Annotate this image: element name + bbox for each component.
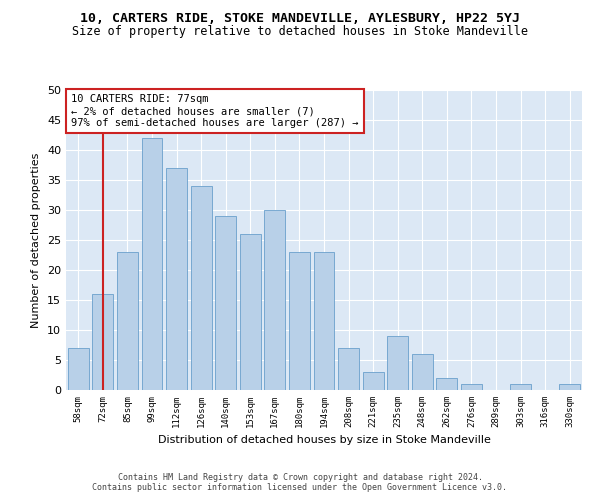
- Bar: [387, 336, 408, 390]
- Text: 10, CARTERS RIDE, STOKE MANDEVILLE, AYLESBURY, HP22 5YJ: 10, CARTERS RIDE, STOKE MANDEVILLE, AYLE…: [80, 12, 520, 26]
- Text: Contains HM Land Registry data © Crown copyright and database right 2024.: Contains HM Land Registry data © Crown c…: [118, 472, 482, 482]
- Bar: [436, 378, 457, 390]
- X-axis label: Distribution of detached houses by size in Stoke Mandeville: Distribution of detached houses by size …: [158, 436, 490, 446]
- Bar: [191, 186, 212, 390]
- Bar: [412, 354, 433, 390]
- Text: 10 CARTERS RIDE: 77sqm
← 2% of detached houses are smaller (7)
97% of semi-detac: 10 CARTERS RIDE: 77sqm ← 2% of detached …: [71, 94, 359, 128]
- Bar: [117, 252, 138, 390]
- Bar: [362, 372, 383, 390]
- Bar: [559, 384, 580, 390]
- Bar: [265, 210, 286, 390]
- Bar: [215, 216, 236, 390]
- Bar: [92, 294, 113, 390]
- Bar: [68, 348, 89, 390]
- Text: Size of property relative to detached houses in Stoke Mandeville: Size of property relative to detached ho…: [72, 25, 528, 38]
- Bar: [240, 234, 261, 390]
- Bar: [166, 168, 187, 390]
- Bar: [461, 384, 482, 390]
- Text: Contains public sector information licensed under the Open Government Licence v3: Contains public sector information licen…: [92, 484, 508, 492]
- Bar: [289, 252, 310, 390]
- Bar: [510, 384, 531, 390]
- Y-axis label: Number of detached properties: Number of detached properties: [31, 152, 41, 328]
- Bar: [142, 138, 163, 390]
- Bar: [338, 348, 359, 390]
- Bar: [314, 252, 334, 390]
